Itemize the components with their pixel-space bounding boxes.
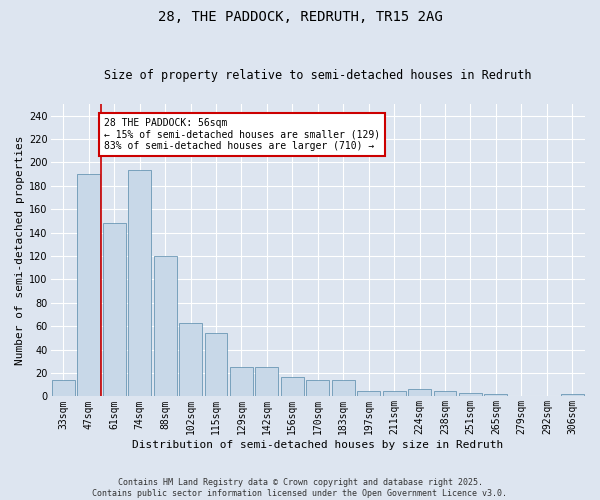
Bar — [484, 394, 508, 396]
Bar — [281, 376, 304, 396]
Bar — [434, 390, 457, 396]
Text: 28, THE PADDOCK, REDRUTH, TR15 2AG: 28, THE PADDOCK, REDRUTH, TR15 2AG — [158, 10, 442, 24]
Title: Size of property relative to semi-detached houses in Redruth: Size of property relative to semi-detach… — [104, 69, 532, 82]
Bar — [332, 380, 355, 396]
Bar — [408, 390, 431, 396]
Bar — [154, 256, 176, 396]
Bar — [103, 224, 125, 396]
Bar — [357, 390, 380, 396]
Bar — [256, 367, 278, 396]
Bar — [205, 334, 227, 396]
Bar — [128, 170, 151, 396]
Text: 28 THE PADDOCK: 56sqm
← 15% of semi-detached houses are smaller (129)
83% of sem: 28 THE PADDOCK: 56sqm ← 15% of semi-deta… — [104, 118, 380, 151]
Bar — [307, 380, 329, 396]
Bar — [230, 367, 253, 396]
Y-axis label: Number of semi-detached properties: Number of semi-detached properties — [15, 136, 25, 365]
Bar — [561, 394, 584, 396]
Bar — [52, 380, 75, 396]
Bar — [77, 174, 100, 396]
Text: Contains HM Land Registry data © Crown copyright and database right 2025.
Contai: Contains HM Land Registry data © Crown c… — [92, 478, 508, 498]
Bar — [383, 390, 406, 396]
Bar — [179, 322, 202, 396]
Bar — [459, 393, 482, 396]
X-axis label: Distribution of semi-detached houses by size in Redruth: Distribution of semi-detached houses by … — [132, 440, 503, 450]
